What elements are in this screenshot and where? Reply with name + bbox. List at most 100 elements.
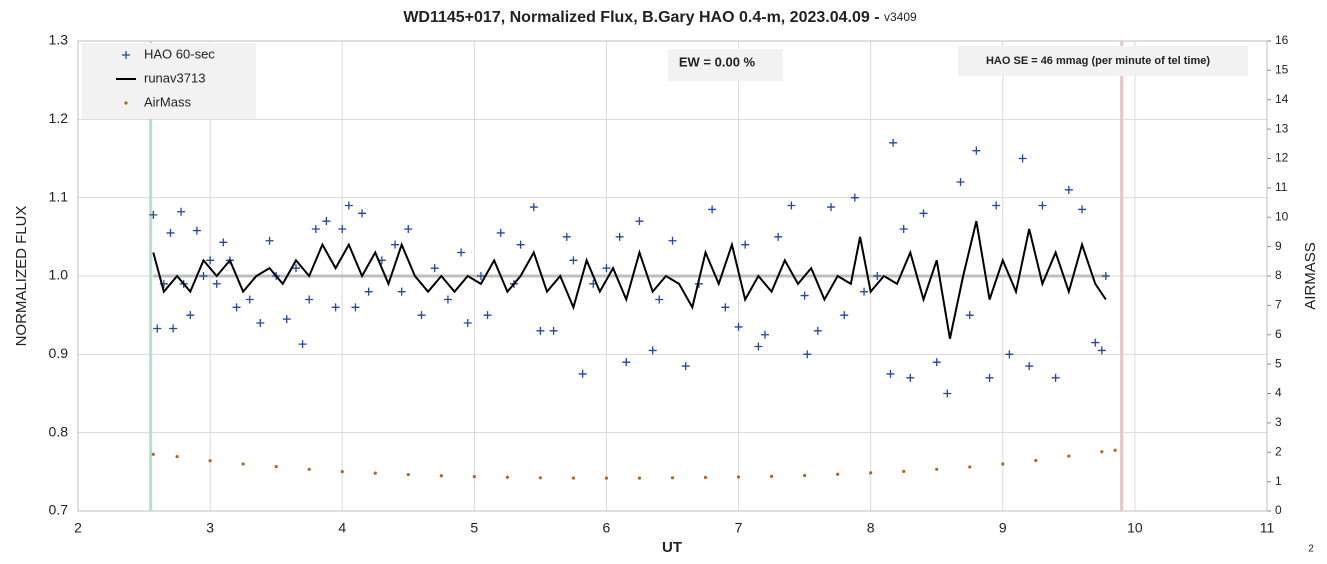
airmass-point (1034, 458, 1038, 463)
data-point (754, 342, 763, 351)
airmass-point (373, 471, 377, 475)
y2-tick-label: 9 (1275, 239, 1282, 253)
legend-label: AirMass (144, 94, 191, 109)
data-point (648, 346, 657, 355)
data-point (166, 228, 175, 237)
y-tick-label: 0.7 (49, 502, 69, 518)
data-point (965, 311, 974, 320)
airmass-point (902, 469, 906, 473)
airmass-point (1001, 462, 1005, 466)
airmass-point (274, 465, 278, 469)
airmass-point (538, 476, 542, 480)
data-point (149, 210, 158, 219)
airmass-point (1067, 454, 1071, 458)
data-point (622, 358, 631, 367)
data-point (529, 203, 538, 212)
data-point (457, 248, 466, 257)
airmass-point (505, 475, 509, 479)
data-point (1018, 154, 1027, 163)
data-point (391, 240, 400, 249)
data-point (206, 256, 215, 265)
x-tick-label: 4 (338, 520, 346, 536)
data-point (721, 303, 730, 312)
airmass-point (151, 452, 155, 456)
annotation: EW = 0.00 % (679, 54, 756, 69)
data-point (338, 225, 347, 233)
legend-marker (124, 101, 128, 105)
data-point (219, 238, 228, 247)
x-tick-label: 2 (74, 520, 82, 536)
data-point (256, 319, 265, 327)
data-point (212, 279, 221, 288)
y2-tick-label: 1 (1275, 474, 1282, 488)
annotation: HAO SE = 46 mmag (per minute of tel time… (986, 55, 1210, 67)
airmass-point (175, 455, 179, 459)
data-point (364, 287, 373, 296)
airmass-point (208, 459, 212, 463)
x-tick-label: 8 (867, 520, 875, 536)
x-tick-label: 11 (1260, 520, 1275, 536)
data-point (186, 311, 195, 320)
legend-label: runav3713 (144, 70, 205, 85)
data-point (972, 146, 981, 155)
airmass-point (307, 467, 311, 471)
data-point (800, 291, 809, 300)
data-point (476, 272, 485, 280)
data-point (311, 225, 320, 233)
data-point (291, 264, 300, 273)
data-point (516, 240, 525, 249)
data-point (681, 362, 690, 371)
airmass-point (1113, 448, 1117, 452)
title-version: v3409 (884, 10, 917, 24)
airmass-point (968, 465, 972, 469)
data-point (282, 315, 291, 324)
data-point (1091, 338, 1100, 347)
data-point (322, 217, 331, 226)
data-point (169, 324, 178, 333)
data-point (483, 311, 492, 320)
data-point (992, 201, 1001, 210)
airmass-point (340, 470, 344, 474)
data-point (344, 201, 353, 210)
y2-tick-label: 14 (1275, 92, 1289, 106)
data-point (1005, 350, 1014, 359)
x-tick-label: 6 (603, 520, 611, 536)
data-point (1097, 346, 1106, 355)
airmass-point (472, 475, 476, 479)
data-point (708, 205, 717, 214)
data-point (298, 340, 307, 349)
data-point (873, 272, 882, 280)
airmass-point (406, 472, 410, 477)
data-point (153, 324, 162, 333)
airmass-point (869, 471, 873, 475)
data-point (536, 326, 545, 335)
data-point (774, 232, 783, 241)
y2-tick-label: 11 (1275, 180, 1288, 194)
data-point (615, 232, 624, 241)
data-point (1025, 362, 1034, 371)
x-tick-label: 3 (206, 520, 214, 536)
data-point (331, 303, 340, 312)
airmass-point (803, 473, 807, 478)
airmass-point (736, 475, 741, 479)
data-point (397, 287, 406, 296)
data-point (562, 232, 571, 241)
x-axis-title: UT (662, 539, 682, 556)
data-point (840, 311, 849, 320)
data-point (956, 178, 965, 186)
annotation-box (958, 46, 1248, 76)
plot-frame (77, 40, 1268, 512)
y2-tick-label: 15 (1275, 63, 1289, 77)
legend-label: HAO 60-sec (144, 46, 215, 61)
y2-tick-label: 10 (1275, 209, 1289, 223)
y2-tick-label: 3 (1275, 415, 1282, 429)
y2-tick-label: 12 (1275, 151, 1289, 165)
data-point (919, 209, 928, 218)
data-point (932, 358, 941, 367)
legend: HAO 60-sec runav3713 AirMass (82, 43, 256, 119)
y-tick-label: 0.8 (49, 423, 69, 439)
y2-tick-label: 8 (1275, 268, 1282, 282)
y2-tick-label: 16 (1275, 33, 1289, 47)
y2-tick-label: 0 (1275, 503, 1282, 517)
y2-tick-label: 5 (1275, 356, 1282, 370)
